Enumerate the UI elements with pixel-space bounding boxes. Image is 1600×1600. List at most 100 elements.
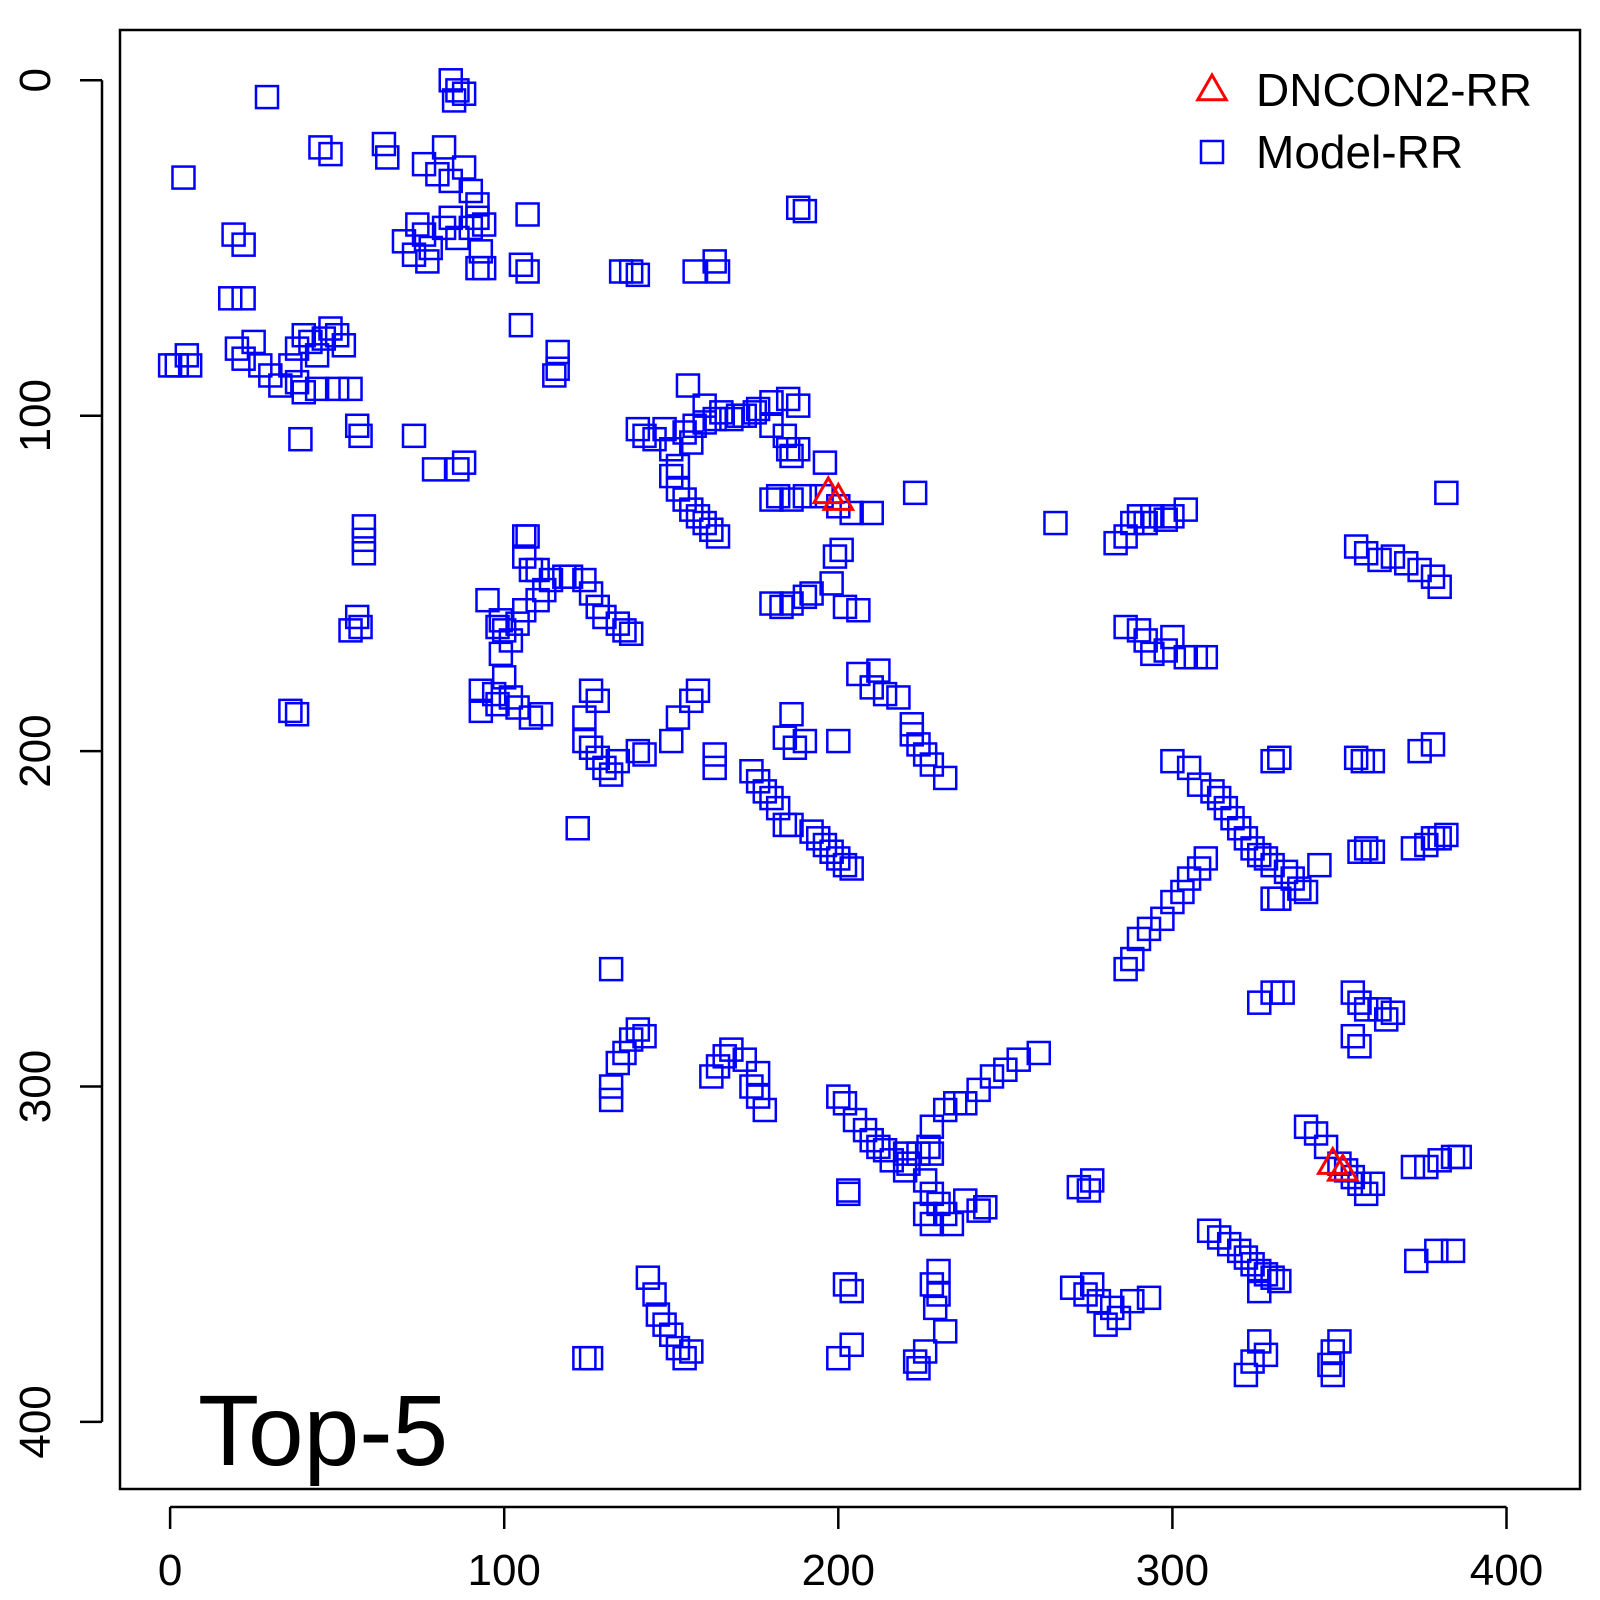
x-axis: 0 100 200 300 400	[158, 1505, 1543, 1595]
model-rr-point	[785, 437, 811, 462]
model-rr-point	[618, 621, 644, 646]
model-rr-point	[231, 286, 256, 311]
model-rr-point	[675, 373, 701, 398]
model-rr-point	[1407, 557, 1432, 583]
model-rr-point	[886, 685, 911, 710]
model-rr-point	[1427, 1148, 1452, 1173]
model-rr-point	[468, 239, 494, 264]
model-rr-point	[488, 641, 514, 667]
model-rr-point	[1186, 772, 1212, 797]
model-rr-point	[1353, 1181, 1379, 1207]
model-rr-point	[822, 544, 848, 569]
model-rr-point	[1120, 510, 1145, 536]
model-rr-point	[705, 524, 731, 549]
model-rr-point	[1253, 846, 1279, 871]
model-rr-point	[284, 336, 310, 361]
model-rr-point	[1026, 1040, 1052, 1066]
model-rr-point	[973, 1195, 998, 1220]
model-rr-point	[932, 1097, 958, 1123]
model-rr-point	[832, 1272, 858, 1297]
model-rr-point	[832, 852, 858, 878]
model-rr-point	[528, 701, 554, 727]
model-rr-point	[542, 363, 567, 388]
model-rr-point	[598, 1087, 624, 1113]
model-rr-point	[1414, 1154, 1439, 1180]
model-rr-point	[792, 483, 818, 509]
model-rr-point	[465, 205, 490, 231]
model-rr-point	[231, 232, 256, 257]
model-rr-point	[1273, 859, 1299, 885]
model-rr-point	[826, 1345, 851, 1371]
model-rr-point	[471, 212, 497, 237]
model-rr-point	[919, 1211, 945, 1237]
model-rr-point	[421, 457, 447, 482]
model-rr-point	[752, 1097, 778, 1123]
model-rr-point	[836, 1181, 861, 1207]
model-rr-point	[1270, 980, 1295, 1005]
model-rr-point	[485, 614, 510, 640]
model-rr-point	[859, 500, 884, 526]
model-rr-point	[425, 161, 450, 187]
model-rr-point	[1267, 745, 1292, 771]
model-rr-point	[625, 1017, 651, 1042]
model-rr-point	[1400, 1154, 1426, 1180]
model-rr-point	[1160, 748, 1185, 774]
model-rr-point	[1307, 852, 1332, 878]
model-rr-point	[348, 423, 373, 449]
model-rr-point	[1043, 510, 1068, 536]
model-rr-point	[1160, 504, 1185, 529]
model-rr-point	[1059, 1275, 1085, 1301]
model-rr-point	[632, 742, 657, 767]
model-rr-point	[1424, 1238, 1449, 1264]
model-rr-point	[679, 497, 704, 522]
model-rr-point	[1373, 1007, 1399, 1032]
model-rr-point	[1353, 540, 1379, 566]
model-rr-point	[1380, 544, 1406, 569]
model-rr-point	[592, 755, 617, 781]
model-rr-point	[1407, 738, 1432, 764]
model-rr-point	[966, 1198, 991, 1223]
model-rr-point	[1079, 1168, 1105, 1193]
model-rr-point	[331, 333, 357, 358]
model-rr-point	[685, 678, 711, 703]
model-rr-point	[401, 423, 427, 449]
model-rr-point	[445, 457, 470, 482]
model-rr-point	[451, 81, 477, 106]
model-rr-point	[819, 571, 844, 596]
model-rr-point	[1260, 852, 1285, 878]
model-rr-point	[451, 450, 477, 475]
model-rr-point	[1113, 614, 1138, 640]
model-rr-point	[1293, 879, 1319, 905]
model-rr-point	[1353, 997, 1379, 1022]
model-rr-point	[1394, 551, 1419, 576]
dncon2-rr-point	[821, 481, 856, 511]
model-rr-point	[618, 259, 644, 284]
model-rr-point	[939, 1211, 965, 1237]
model-rr-point	[1086, 1288, 1112, 1314]
model-rr-point	[1320, 1362, 1346, 1388]
model-rr-point	[902, 1349, 928, 1374]
model-rr-point	[672, 1345, 697, 1371]
model-rr-point	[926, 1258, 951, 1284]
model-rr-point	[866, 658, 891, 683]
legend-label: Model-RR	[1256, 126, 1463, 178]
model-rr-point	[839, 1278, 864, 1304]
model-rr-point	[832, 594, 858, 620]
model-rr-point	[508, 252, 534, 278]
model-rr-point	[759, 487, 784, 512]
model-rr-point	[1327, 1329, 1352, 1354]
model-rr-point	[1267, 886, 1292, 911]
model-rr-point	[625, 262, 651, 288]
model-rr-point	[1247, 990, 1272, 1015]
model-rr-point	[919, 1114, 945, 1140]
model-rr-point	[745, 1060, 771, 1086]
model-rr-point	[605, 748, 631, 774]
model-rr-point	[1133, 510, 1158, 536]
model-rr-point	[812, 450, 838, 475]
legend-item-model-rr: Model-RR	[1199, 126, 1463, 178]
model-rr-point	[745, 396, 771, 422]
model-rr-point	[291, 322, 317, 348]
model-rr-point	[1126, 504, 1152, 529]
model-rr-point	[642, 1282, 667, 1307]
model-rr-point	[254, 84, 280, 110]
